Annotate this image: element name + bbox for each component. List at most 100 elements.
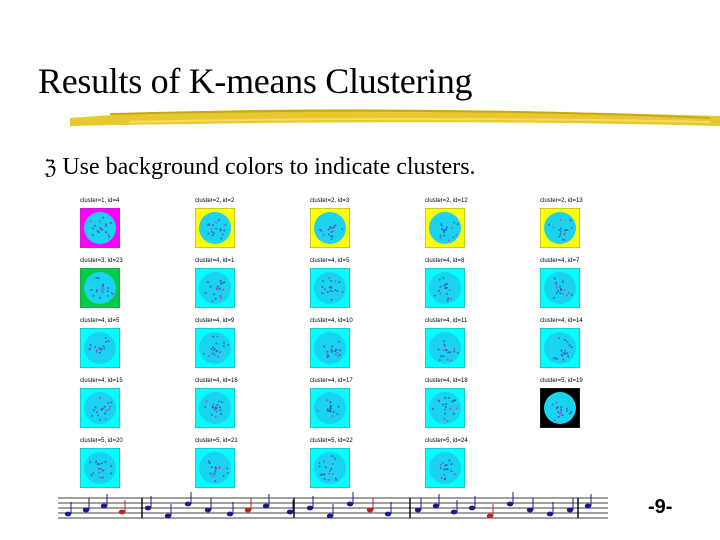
music-note (244, 507, 252, 513)
thumbnail-caption: cluster=4, id=8 (425, 258, 465, 264)
cluster-thumbnail: cluster=4, id=14 (520, 318, 620, 378)
music-note (566, 507, 574, 513)
cluster-thumbnail: cluster=5, id=24 (405, 438, 505, 498)
thumbnail-image (80, 388, 120, 428)
music-note (204, 507, 212, 513)
music-note (486, 513, 494, 519)
cluster-thumbnail: cluster=2, id=13 (520, 198, 620, 258)
thumbnail-image (425, 208, 465, 248)
thumbnail-caption: cluster=4, id=9 (195, 318, 235, 324)
thumbnail-image (195, 268, 235, 308)
thumbnail-caption: cluster=4, id=11 (425, 318, 468, 324)
thumbnail-image (195, 448, 235, 488)
thumbnail-image (540, 328, 580, 368)
thumbnail-image (540, 268, 580, 308)
thumbnail-caption: cluster=4, id=14 (540, 318, 583, 324)
thumbnail-caption: cluster=3, id=23 (80, 258, 123, 264)
cluster-thumbnail: cluster=5, id=20 (60, 438, 160, 498)
music-note (226, 511, 234, 517)
cluster-thumbnail: cluster=3, id=23 (60, 258, 160, 318)
music-note (450, 509, 458, 515)
music-note (584, 503, 592, 509)
cluster-thumbnail: cluster=4, id=1 (175, 258, 275, 318)
music-note (164, 513, 172, 519)
cluster-thumbnail: cluster=4, id=9 (175, 318, 275, 378)
music-note (366, 507, 374, 513)
thumbnail-caption: cluster=2, id=13 (540, 198, 583, 204)
thumbnail-image (195, 208, 235, 248)
cluster-thumbnail: cluster=5, id=19 (520, 378, 620, 438)
cluster-thumbnail: cluster=4, id=17 (290, 378, 390, 438)
thumbnail-caption: cluster=4, id=16 (195, 378, 238, 384)
thumbnail-image (425, 388, 465, 428)
thumbnail-image (540, 208, 580, 248)
cluster-thumbnail: cluster=5, id=21 (175, 438, 275, 498)
thumbnail-caption: cluster=2, id=12 (425, 198, 468, 204)
cluster-thumbnail: cluster=4, id=5 (60, 318, 160, 378)
bullet-item: ℨ Use background colors to indicate clust… (44, 154, 476, 181)
bullet-text: Use background colors to indicate cluste… (62, 154, 476, 180)
music-note (262, 503, 270, 509)
music-note (286, 509, 294, 515)
thumbnail-caption: cluster=5, id=20 (80, 438, 123, 444)
thumbnail-image (310, 448, 350, 488)
cluster-thumbnail: cluster=4, id=16 (175, 378, 275, 438)
cluster-thumbnail: cluster=2, id=12 (405, 198, 505, 258)
cluster-thumbnail: cluster=1, id=4 (60, 198, 160, 258)
thumbnail-caption: cluster=5, id=22 (310, 438, 353, 444)
music-note (526, 507, 534, 513)
music-note (506, 501, 514, 507)
music-note (64, 511, 72, 517)
thumbnail-image (310, 388, 350, 428)
music-note (82, 507, 90, 513)
thumbnail-image (310, 208, 350, 248)
thumbnail-caption: cluster=5, id=21 (195, 438, 238, 444)
music-staff-decoration (58, 492, 608, 519)
thumbnail-image (195, 388, 235, 428)
thumbnail-caption: cluster=4, id=15 (80, 378, 123, 384)
thumbnail-image (425, 268, 465, 308)
thumbnail-caption: cluster=4, id=5 (310, 258, 350, 264)
cluster-thumbnail: cluster=2, id=2 (175, 198, 275, 258)
thumbnail-caption: cluster=4, id=5 (80, 318, 120, 324)
music-note (118, 509, 126, 515)
cluster-thumbnail: cluster=5, id=22 (290, 438, 390, 498)
bullet-z-icon: ℨ (44, 155, 57, 179)
cluster-thumbnail: cluster=4, id=5 (290, 258, 390, 318)
thumbnail-image (425, 328, 465, 368)
thumbnail-image (80, 328, 120, 368)
cluster-thumbnail: cluster=4, id=10 (290, 318, 390, 378)
music-note (100, 503, 108, 509)
thumbnail-caption: cluster=4, id=18 (425, 378, 468, 384)
title-underline-brushstroke (70, 109, 720, 126)
thumbnail-image (80, 448, 120, 488)
cluster-thumbnail: cluster=4, id=15 (60, 378, 160, 438)
thumbnail-image (540, 388, 580, 428)
music-note (144, 505, 152, 511)
slide-title: Results of K-means Clustering (38, 61, 473, 101)
music-note (346, 501, 354, 507)
thumbnail-image (80, 268, 120, 308)
thumbnail-caption: cluster=4, id=17 (310, 378, 353, 384)
thumbnail-caption: cluster=4, id=7 (540, 258, 580, 264)
page-number: -9- (648, 496, 673, 518)
thumbnail-caption: cluster=1, id=4 (80, 198, 120, 204)
cluster-thumbnail: cluster=2, id=3 (290, 198, 390, 258)
music-note (414, 507, 422, 513)
cluster-thumbnail: cluster=4, id=18 (405, 378, 505, 438)
music-note (468, 505, 476, 511)
thumbnail-caption: cluster=5, id=19 (540, 378, 583, 384)
thumbnail-image (310, 268, 350, 308)
music-note (326, 513, 334, 519)
music-note (184, 501, 192, 507)
thumbnail-caption: cluster=4, id=10 (310, 318, 353, 324)
cluster-thumbnail: cluster=4, id=11 (405, 318, 505, 378)
thumbnail-caption: cluster=2, id=3 (310, 198, 350, 204)
cluster-thumbnail: cluster=4, id=8 (405, 258, 505, 318)
thumbnail-image (195, 328, 235, 368)
cluster-thumbnail: cluster=4, id=7 (520, 258, 620, 318)
thumbnail-image (310, 328, 350, 368)
thumbnail-image (80, 208, 120, 248)
music-note (546, 511, 554, 517)
music-note (306, 505, 314, 511)
